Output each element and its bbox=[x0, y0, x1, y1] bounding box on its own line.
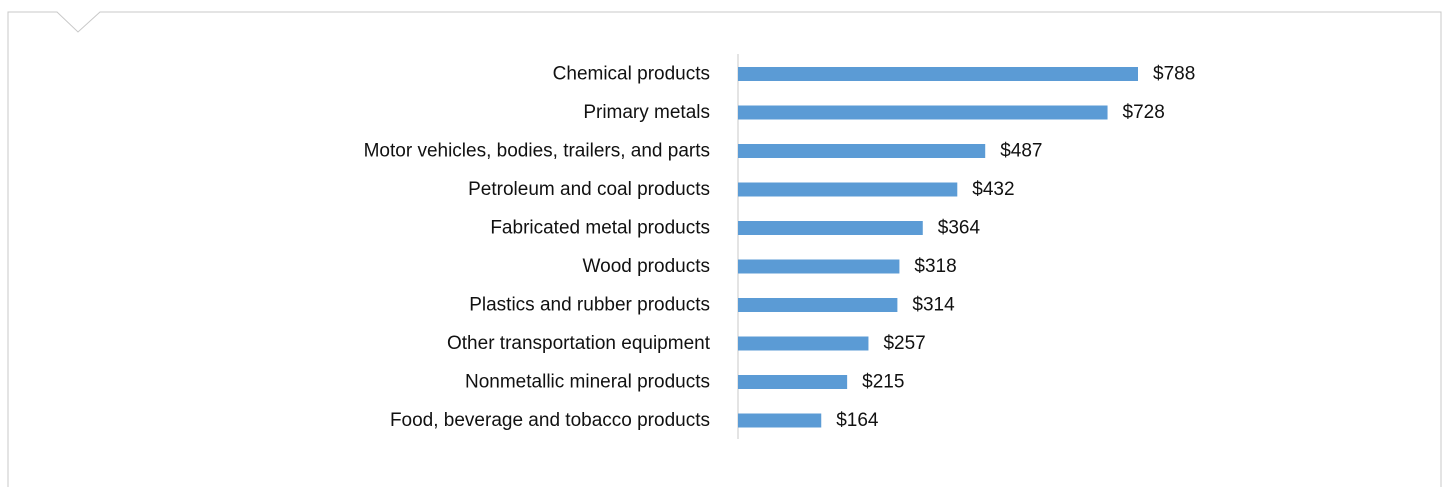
bars-group bbox=[738, 67, 1138, 428]
data-label: $314 bbox=[912, 295, 955, 316]
data-label: $318 bbox=[914, 256, 956, 277]
data-label: $728 bbox=[1123, 102, 1165, 123]
bar bbox=[738, 259, 900, 274]
bar bbox=[738, 336, 869, 351]
category-label: Petroleum and coal products bbox=[468, 179, 710, 200]
frame-border bbox=[7, 11, 1442, 487]
bar bbox=[738, 182, 958, 197]
category-label: Food, beverage and tobacco products bbox=[390, 410, 710, 431]
category-label: Fabricated metal products bbox=[490, 218, 710, 239]
data-label: $487 bbox=[1000, 141, 1042, 162]
category-label: Other transportation equipment bbox=[447, 333, 711, 354]
data-label: $364 bbox=[938, 218, 981, 239]
bar bbox=[738, 144, 986, 158]
category-label: Nonmetallic mineral products bbox=[465, 372, 710, 393]
category-labels-group: Chemical products Primary metals Motor veh… bbox=[364, 64, 711, 432]
bar bbox=[738, 67, 1138, 81]
data-label: $788 bbox=[1153, 64, 1195, 85]
data-label: $215 bbox=[862, 372, 904, 393]
bar bbox=[738, 375, 848, 389]
data-label: $257 bbox=[883, 333, 925, 354]
category-label: Primary metals bbox=[583, 102, 710, 123]
bar bbox=[738, 105, 1108, 120]
bar bbox=[738, 298, 898, 312]
bar bbox=[738, 221, 923, 235]
data-label: $432 bbox=[972, 179, 1014, 200]
category-label: Plastics and rubber products bbox=[469, 295, 710, 316]
category-label: Motor vehicles, bodies, trailers, and pa… bbox=[364, 141, 710, 162]
category-label: Chemical products bbox=[553, 64, 710, 85]
data-label: $164 bbox=[836, 410, 879, 431]
value-labels-group: $788 $728 $487 $432 $364 $318 $314 $257 $215 $164 bbox=[836, 64, 1195, 432]
category-label: Wood products bbox=[583, 256, 710, 277]
bar bbox=[738, 413, 822, 428]
